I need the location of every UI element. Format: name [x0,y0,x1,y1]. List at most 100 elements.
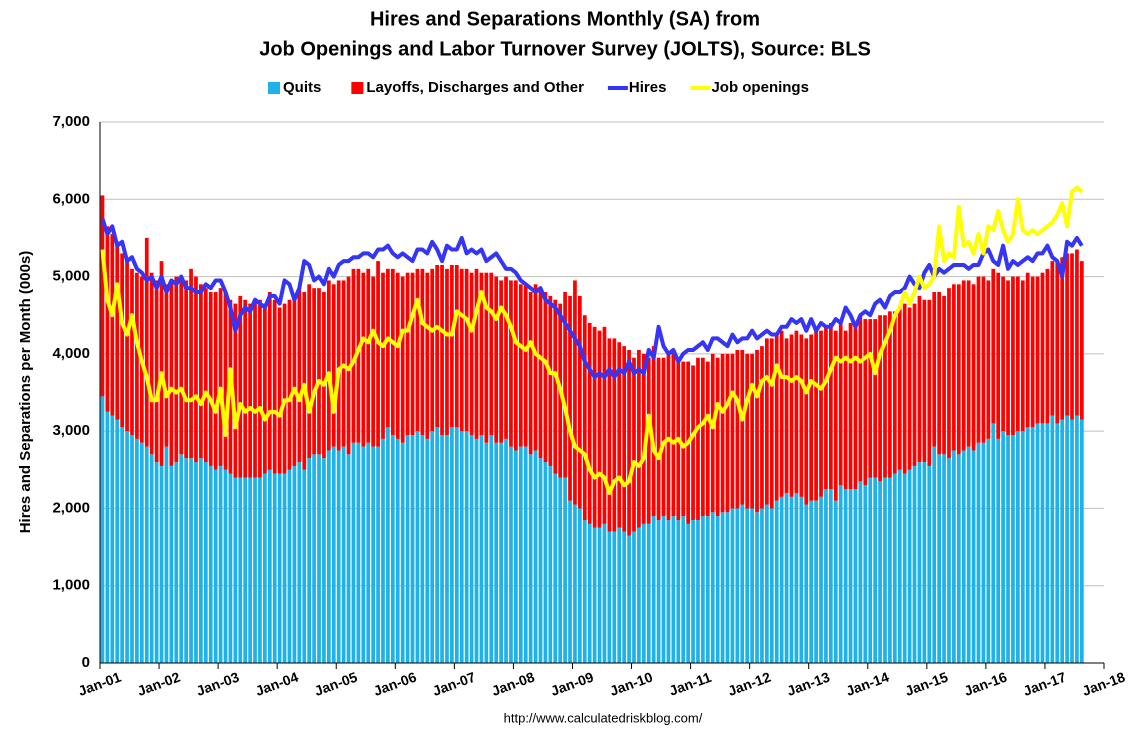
bar [1016,431,1020,663]
bar [528,454,533,663]
bar [395,438,400,663]
bar [430,268,435,432]
bar [745,508,750,663]
bar [641,523,646,663]
bar [627,535,631,663]
bar [892,311,897,474]
bar [558,477,563,663]
bar [1035,423,1040,663]
bar [484,272,489,443]
bar [996,272,1001,439]
bar [1020,280,1025,432]
bar [691,365,695,521]
bar [199,458,203,663]
bar [627,349,631,536]
bar [843,330,848,490]
bar [1030,276,1035,428]
bar [218,465,223,663]
x-tick-label: Jan-10 [608,669,655,699]
legend-label: Job openings [711,79,809,96]
bar [312,288,316,455]
bar [799,334,804,497]
bar [213,292,218,470]
bar [1055,423,1060,663]
bar [952,284,956,451]
bar [208,292,213,466]
bar [976,442,981,663]
bar [454,427,459,663]
bar [853,322,858,490]
y-tick-label: 5,000 [52,268,90,285]
bar [661,516,666,663]
bar [838,322,843,486]
bar [868,477,873,663]
bar [253,299,257,478]
bar [459,268,464,432]
bar [701,357,705,517]
y-tick-label: 6,000 [52,190,90,207]
bar [883,315,887,478]
bar [888,477,892,663]
bar [543,462,548,663]
bar [518,284,523,447]
bar [164,284,169,447]
bar [878,315,882,482]
bar [292,295,297,466]
bar [135,438,139,663]
bar [154,462,159,663]
bar [381,272,385,439]
bar [149,272,154,455]
bar [671,349,676,517]
bar [971,450,976,663]
bar [760,508,764,663]
bar [125,431,129,663]
x-tick-label: Jan-04 [253,669,300,699]
bar [848,322,853,490]
bar [804,338,809,505]
bar [848,489,853,663]
bar [499,280,503,443]
bar [563,477,567,663]
bar [400,442,405,663]
x-tick-label: Jan-16 [962,669,1009,699]
bar [548,295,553,466]
bar [115,241,120,420]
bar [932,446,937,663]
bar [120,253,125,428]
bar [253,477,257,663]
bar [331,446,336,663]
bar [794,492,799,663]
bar [892,473,897,663]
bar [956,284,961,455]
x-tick-label: Jan-12 [726,669,773,699]
bar [233,477,238,663]
bar [366,268,371,443]
bar [361,272,366,447]
bar [1075,249,1079,416]
bar [1030,427,1035,663]
bar [961,450,966,663]
bar [504,276,508,439]
bar [371,276,376,447]
bar [174,462,179,663]
bar [1079,419,1084,663]
bar [568,295,572,501]
bar [981,442,986,663]
bar [710,353,715,513]
bar [563,292,567,478]
y-tick-label: 0 [82,654,90,671]
bar [322,292,326,459]
bar [509,280,513,447]
bar [769,508,774,663]
bar [410,272,415,436]
bar [464,431,469,663]
bar [986,438,991,663]
bar [1001,276,1005,432]
bar [336,280,341,451]
bar [277,307,282,474]
bar [361,446,366,663]
bar [755,349,759,513]
bar [130,268,134,436]
bar [248,303,252,478]
